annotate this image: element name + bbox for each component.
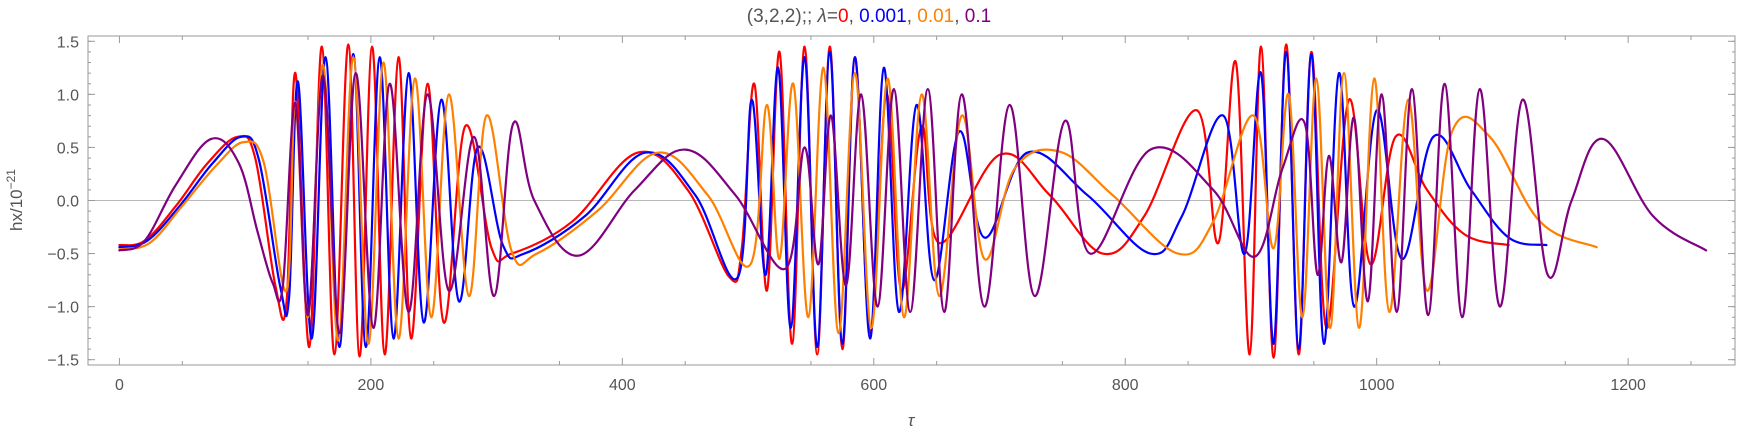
x-tick-label-3: 600 — [860, 377, 887, 394]
y-tick-label-2: −0.5 — [47, 247, 79, 264]
series-group — [118, 43, 1708, 359]
series-line-2 — [118, 56, 1598, 345]
title-sep-2: , — [907, 6, 918, 27]
y-tick-label-0: −1.5 — [47, 353, 79, 370]
x-tick-label-0: 0 — [115, 377, 124, 394]
x-tick-label-2: 400 — [609, 377, 636, 394]
y-axis-label-exponent: −21 — [4, 169, 18, 190]
y-axis-label-base: hx/10 — [7, 189, 26, 231]
chart-title-equals: = — [827, 6, 838, 27]
y-tick-label-1: −1.0 — [47, 300, 79, 317]
chart-title-symbol: λ — [817, 6, 827, 27]
y-tick-label-4: 0.5 — [57, 140, 79, 157]
x-tick-label-5: 1000 — [1359, 377, 1395, 394]
ticks-group: 0 200 400 600 800 1000 1200 −1.5 −1.0 −0.5 0.0 0.5 1… — [47, 34, 1735, 394]
title-part-3: 0.1 — [965, 6, 991, 27]
y-tick-label-6: 1.5 — [57, 34, 79, 51]
series-line-3 — [118, 71, 1708, 335]
x-tick-label-6: 1200 — [1610, 377, 1646, 394]
chart-title-prefix: (3,2,2);; — [747, 6, 818, 27]
title-part-1: 0.001 — [859, 6, 907, 27]
y-tick-label-5: 1.0 — [57, 87, 79, 104]
x-axis-label: τ — [908, 411, 916, 430]
title-part-0: 0 — [838, 6, 849, 27]
chart-title: (3,2,2);; λ=0, 0.001, 0.01, 0.1 — [747, 6, 991, 27]
title-sep-1: , — [849, 6, 860, 27]
y-tick-label-3: 0.0 — [57, 194, 79, 211]
y-axis-label: hx/10−21 — [4, 169, 26, 231]
title-part-2: 0.01 — [917, 6, 954, 27]
title-sep-3: , — [954, 6, 965, 27]
x-tick-label-1: 200 — [358, 377, 385, 394]
x-tick-label-4: 800 — [1112, 377, 1139, 394]
